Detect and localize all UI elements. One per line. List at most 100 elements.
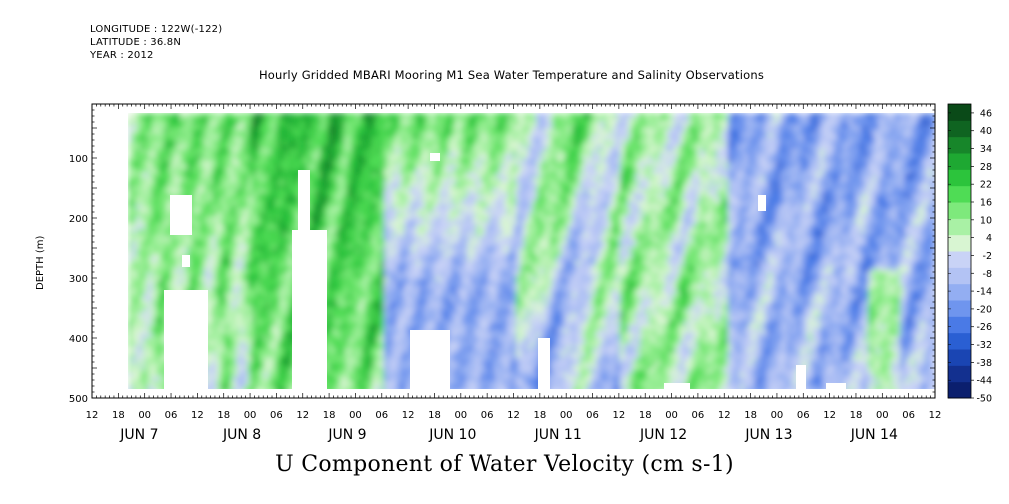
x-hour-tick-label: 18 [112, 410, 125, 421]
colorbar-label: -20 [976, 304, 992, 315]
x-hour-tick-label: 12 [718, 410, 731, 421]
colorbar-label: -32 [976, 340, 992, 351]
colorbar-label: 40 [980, 126, 992, 137]
missing-data-region [758, 195, 766, 211]
colorbar-label: 16 [980, 198, 992, 209]
x-day-label: JUN 9 [327, 427, 366, 443]
x-hour-tick-label: 00 [665, 410, 678, 421]
colorbar-label: 22 [980, 180, 992, 191]
y-axis-label: DEPTH (m) [35, 236, 46, 290]
missing-data-region [292, 230, 327, 390]
x-hour-tick-label: 12 [296, 410, 309, 421]
colorbar-label: -38 [976, 358, 992, 369]
x-day-label: JUN 14 [850, 427, 898, 443]
missing-data-region [538, 338, 550, 390]
colorbar-swatch [948, 136, 971, 154]
x-day-label: JUN 8 [222, 427, 261, 443]
colorbar-swatch [948, 332, 971, 350]
x-hour-tick-label: 12 [507, 410, 520, 421]
colorbar-swatch [948, 316, 971, 334]
x-hour-tick-label: 06 [902, 410, 915, 421]
x-day-label: JUN 13 [744, 427, 792, 443]
y-tick-label: 100 [69, 154, 88, 165]
x-hour-tick-label: 18 [323, 410, 336, 421]
colorbar-swatch [948, 349, 971, 366]
y-tick-label: 500 [69, 394, 88, 405]
x-day-label: JUN 10 [428, 427, 476, 443]
x-day-label: JUN 12 [639, 427, 687, 443]
colorbar-swatch [948, 185, 971, 203]
colorbar-swatch [948, 153, 971, 170]
x-hour-tick-label: 00 [454, 410, 467, 421]
colorbar-swatch [948, 120, 971, 138]
colorbar-swatch [948, 234, 971, 252]
colorbar-swatch [948, 202, 971, 219]
colorbar-label: -44 [976, 376, 992, 387]
x-hour-tick-label: 00 [138, 410, 151, 421]
missing-data-region [298, 170, 310, 230]
x-hour-tick-label: 12 [613, 410, 626, 421]
x-hour-tick-label: 00 [771, 410, 784, 421]
x-hour-tick-label: 00 [876, 410, 889, 421]
x-hour-tick-label: 12 [823, 410, 836, 421]
x-hour-tick-label: 18 [744, 410, 757, 421]
missing-data-region [410, 330, 450, 390]
colorbar-label: 46 [980, 108, 992, 119]
x-hour-tick-label: 18 [217, 410, 230, 421]
missing-data-region [92, 104, 128, 398]
y-tick-label: 200 [69, 214, 88, 225]
x-hour-tick-label: 18 [533, 410, 546, 421]
missing-data-region [430, 153, 440, 161]
colorbar-swatch [948, 365, 971, 383]
colorbar-swatch [948, 218, 971, 236]
colorbar-label: 34 [980, 144, 992, 155]
variable-title: U Component of Water Velocity (cm s-1) [275, 452, 734, 477]
missing-data-region [170, 195, 192, 235]
colorbar: 46 40 34 28 22 16 10 4 -2 -8 -14 -20 -26 -32 -38 -44 -50 [947, 103, 992, 405]
x-hour-tick-label: 06 [692, 410, 705, 421]
x-day-label: JUN 7 [119, 427, 158, 443]
x-hour-tick-label: 12 [929, 410, 942, 421]
x-hour-tick-label: 18 [850, 410, 863, 421]
chart-title: Hourly Gridded MBARI Mooring M1 Sea Wate… [258, 68, 765, 82]
colorbar-label: -2 [983, 251, 992, 262]
colorbar-label: -14 [976, 287, 992, 298]
x-hour-tick-label: 18 [428, 410, 441, 421]
x-hour-tick-label: 06 [481, 410, 494, 421]
latitude-label: LATITUDE : 36.8N [90, 37, 182, 48]
colorbar-swatch [948, 283, 971, 301]
colorbar-swatch [948, 300, 971, 317]
x-hour-tick-label: 12 [402, 410, 415, 421]
x-hour-tick-label: 06 [586, 410, 599, 421]
missing-data-region [664, 383, 690, 390]
y-tick-label: 400 [69, 334, 88, 345]
colorbar-swatch [948, 267, 971, 285]
year-label: YEAR : 2012 [90, 50, 154, 61]
missing-data-region [164, 290, 208, 390]
missing-data-region [826, 383, 846, 390]
x-hour-tick-label: 12 [86, 410, 99, 421]
longitude-label: LONGITUDE : 122W(-122) [90, 24, 223, 35]
x-hour-tick-label: 00 [560, 410, 573, 421]
x-hour-tick-label: 06 [270, 410, 283, 421]
x-hour-tick-label: 00 [244, 410, 257, 421]
colorbar-swatch [948, 381, 971, 399]
colorbar-swatch [948, 104, 971, 121]
x-hour-tick-label: 18 [639, 410, 652, 421]
axis-ticks [91, 103, 936, 399]
x-hour-tick-label: 06 [375, 410, 388, 421]
colorbar-label: -8 [983, 269, 992, 280]
missing-data-region [796, 365, 806, 390]
colorbar-label: 28 [980, 162, 992, 173]
colorbar-swatch [948, 169, 971, 187]
colorbar-label: 4 [986, 233, 992, 244]
x-hour-tick-label: 12 [191, 410, 204, 421]
colorbar-label: -50 [976, 394, 992, 405]
x-hour-tick-label: 06 [165, 410, 178, 421]
x-hour-tick-label: 00 [349, 410, 362, 421]
x-day-label: JUN 11 [534, 427, 582, 443]
colorbar-swatch [948, 251, 971, 268]
colorbar-label: -26 [976, 322, 992, 333]
y-tick-label: 300 [69, 274, 88, 285]
